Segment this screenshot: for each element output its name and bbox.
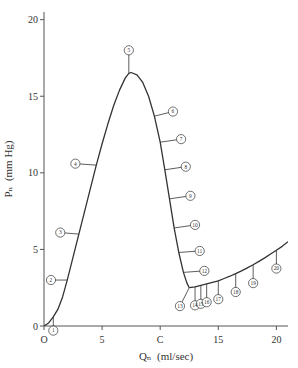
annotation-circle: [195, 246, 204, 255]
y-tick-label: 20: [28, 14, 38, 25]
x-tick: [160, 326, 161, 330]
line: [189, 242, 288, 288]
annotation-circle: [168, 107, 177, 116]
y-axis-label: Pₙ (mm Hg): [2, 140, 15, 197]
y-tick: [40, 19, 44, 20]
annotation-text: 2: [50, 277, 53, 283]
y-tick: [40, 249, 44, 250]
x-tick: [276, 326, 277, 330]
annotation-circle: [231, 287, 240, 296]
annotations: 1234567891011121314151617181920: [46, 46, 281, 336]
y-tick-label: 0: [33, 321, 38, 332]
annotation-text: 1: [52, 327, 55, 333]
annotation-circle: [186, 191, 195, 200]
x-tick-label: 5: [100, 334, 105, 345]
y-tick: [40, 326, 44, 327]
y-tick-label: 15: [28, 91, 38, 102]
annotation-circle: [181, 162, 190, 171]
x-axis-label: Qₙ (ml/sec): [139, 350, 194, 363]
annotation-circle: [272, 264, 281, 273]
axes: O5C152005101520: [28, 12, 288, 345]
annotation-circles: [46, 46, 281, 336]
plot-area: [44, 73, 288, 327]
annotation-circle: [214, 295, 223, 304]
annotation-text: 4: [74, 161, 77, 167]
line: [44, 73, 189, 327]
annotation-text: 8: [184, 164, 187, 170]
annotation-text: 3: [59, 229, 62, 235]
annotation-text: 16: [204, 299, 210, 305]
annotation-text: 5: [127, 47, 130, 53]
x-tick: [44, 326, 45, 330]
annotation-text: 6: [172, 108, 175, 114]
annotation-circle: [56, 228, 65, 237]
annotation-text: 7: [180, 136, 183, 142]
annotation-text: 11: [197, 248, 202, 254]
x-tick-label: O: [40, 334, 47, 345]
annotation-circle: [190, 220, 199, 229]
annotation-circle: [49, 326, 58, 335]
x-tick-label: 20: [271, 334, 281, 345]
x-tick-label: 15: [213, 334, 223, 345]
x-tick-label: C: [157, 334, 164, 345]
x-tick: [218, 326, 219, 330]
annotation-texts: 1234567891011121314151617181920: [50, 47, 280, 333]
annotation-circle: [124, 46, 133, 55]
y-tick-label: 5: [33, 244, 38, 255]
annotation-text: 10: [192, 222, 198, 228]
annotation-circle: [71, 159, 80, 168]
annotation-circle: [46, 275, 55, 284]
annotation-text: 19: [250, 280, 256, 286]
y-tick: [40, 96, 44, 97]
y-axis-line: [44, 12, 45, 326]
y-tick: [40, 172, 44, 173]
annotation-text: 9: [189, 193, 192, 199]
x-axis-line: [44, 326, 288, 327]
annotation-text: 17: [216, 296, 222, 302]
annotation-text: 18: [233, 289, 239, 295]
y-tick-label: 10: [28, 167, 38, 178]
annotation-text: 12: [202, 268, 208, 274]
annotation-circle: [177, 135, 186, 144]
annotation-text: 13: [177, 303, 183, 309]
annotation-circle: [200, 266, 209, 275]
chart: O5C152005101520Qₙ (ml/sec)Pₙ (mm Hg)1234…: [0, 0, 298, 368]
annotation-circle: [175, 301, 184, 310]
annotation-circle: [249, 279, 258, 288]
annotation-leaders: [51, 50, 276, 330]
x-tick: [102, 326, 103, 330]
annotation-text: 20: [274, 265, 280, 271]
